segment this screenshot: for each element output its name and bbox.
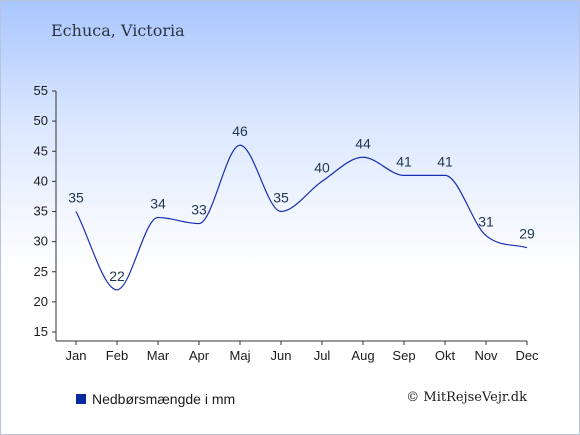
- data-label: 46: [232, 123, 248, 139]
- legend: Nedbørsmængde i mm: [76, 391, 235, 407]
- x-tick-label: Maj: [230, 348, 251, 363]
- legend-swatch: [76, 394, 86, 404]
- x-tick-label: Okt: [435, 348, 456, 363]
- data-label: 35: [273, 190, 289, 206]
- y-tick-label: 15: [34, 324, 48, 339]
- x-tick-label: Jan: [66, 348, 87, 363]
- x-tick-label: Aug: [351, 348, 374, 363]
- data-label: 44: [355, 135, 371, 151]
- y-tick-label: 35: [34, 204, 48, 219]
- data-label: 40: [314, 159, 330, 175]
- legend-label: Nedbørsmængde i mm: [92, 391, 236, 407]
- series-line: [75, 144, 528, 291]
- y-tick-label: 50: [34, 113, 48, 128]
- data-label: 41: [396, 153, 412, 169]
- data-label: 35: [68, 190, 84, 206]
- x-tick-label: Dec: [515, 348, 539, 363]
- y-tick-label: 40: [34, 173, 48, 188]
- x-tick-label: Mar: [147, 348, 170, 363]
- x-tick-label: Nov: [474, 348, 498, 363]
- x-tick-label: Feb: [106, 348, 128, 363]
- y-tick-label: 30: [34, 234, 48, 249]
- x-tick-label: Sep: [392, 348, 415, 363]
- x-tick-label: Apr: [189, 348, 210, 363]
- x-tick-label: Jul: [314, 348, 331, 363]
- x-tick-label: Jun: [271, 348, 292, 363]
- y-tick-label: 25: [34, 264, 48, 279]
- data-label: 34: [150, 196, 166, 212]
- y-tick-label: 45: [34, 143, 48, 158]
- y-tick-label: 20: [34, 294, 48, 309]
- copyright-text: © MitRejseVejr.dk: [406, 390, 527, 405]
- y-tick-label: 55: [34, 83, 48, 98]
- data-label: 41: [437, 153, 453, 169]
- data-label: 29: [519, 226, 535, 242]
- data-label: 22: [109, 268, 125, 284]
- data-label: 33: [191, 202, 207, 218]
- chart-title: Echuca, Victoria: [51, 21, 185, 40]
- data-label: 31: [478, 214, 494, 230]
